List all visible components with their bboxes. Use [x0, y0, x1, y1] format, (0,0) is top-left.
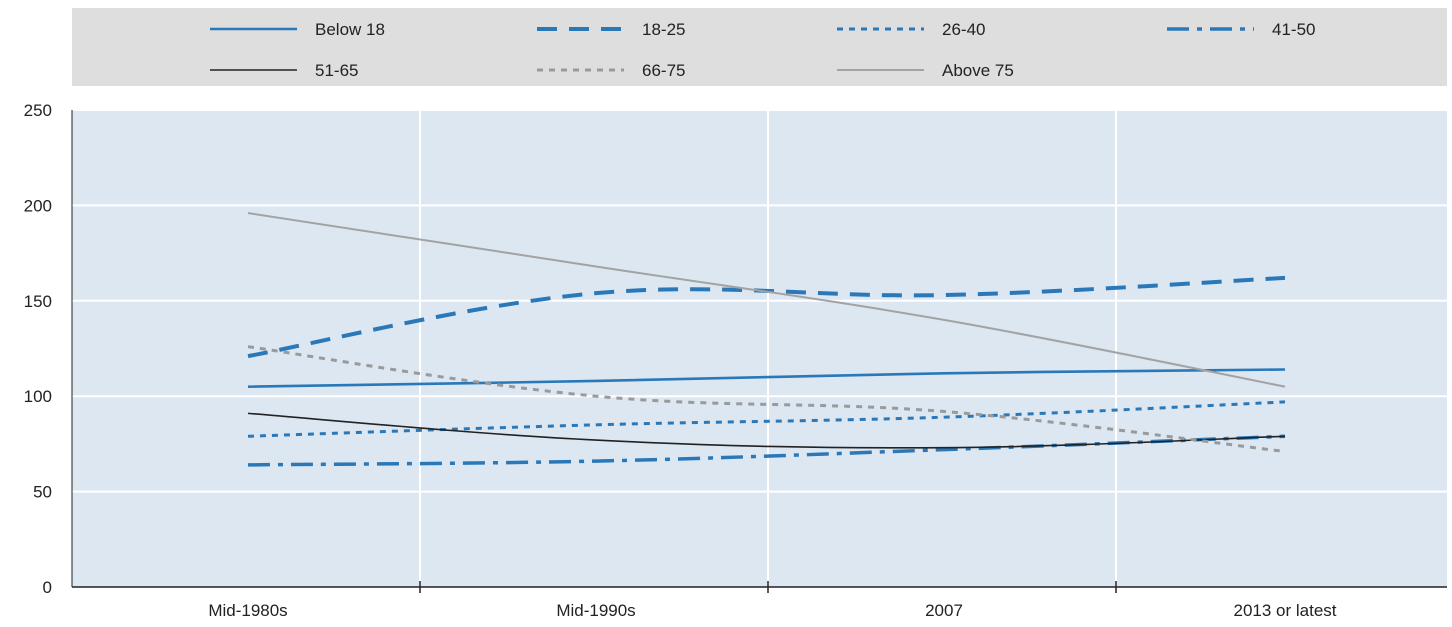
- x-tick-label: Mid-1990s: [556, 601, 635, 620]
- legend-label: 18-25: [642, 20, 685, 39]
- y-tick-label: 50: [33, 483, 52, 502]
- y-tick-label: 200: [24, 196, 52, 215]
- legend-label: Above 75: [942, 61, 1014, 80]
- x-tick-label: 2013 or latest: [1233, 601, 1336, 620]
- x-tick-label: Mid-1980s: [208, 601, 287, 620]
- legend-label: 26-40: [942, 20, 985, 39]
- y-tick-label: 250: [24, 101, 52, 120]
- plot-area: [72, 110, 1447, 587]
- legend-label: 51-65: [315, 61, 358, 80]
- legend-label: Below 18: [315, 20, 385, 39]
- legend-label: 66-75: [642, 61, 685, 80]
- legend-label: 41-50: [1272, 20, 1315, 39]
- x-tick-label: 2007: [925, 601, 963, 620]
- y-tick-label: 150: [24, 292, 52, 311]
- y-tick-label: 100: [24, 387, 52, 406]
- y-tick-label: 0: [43, 578, 52, 597]
